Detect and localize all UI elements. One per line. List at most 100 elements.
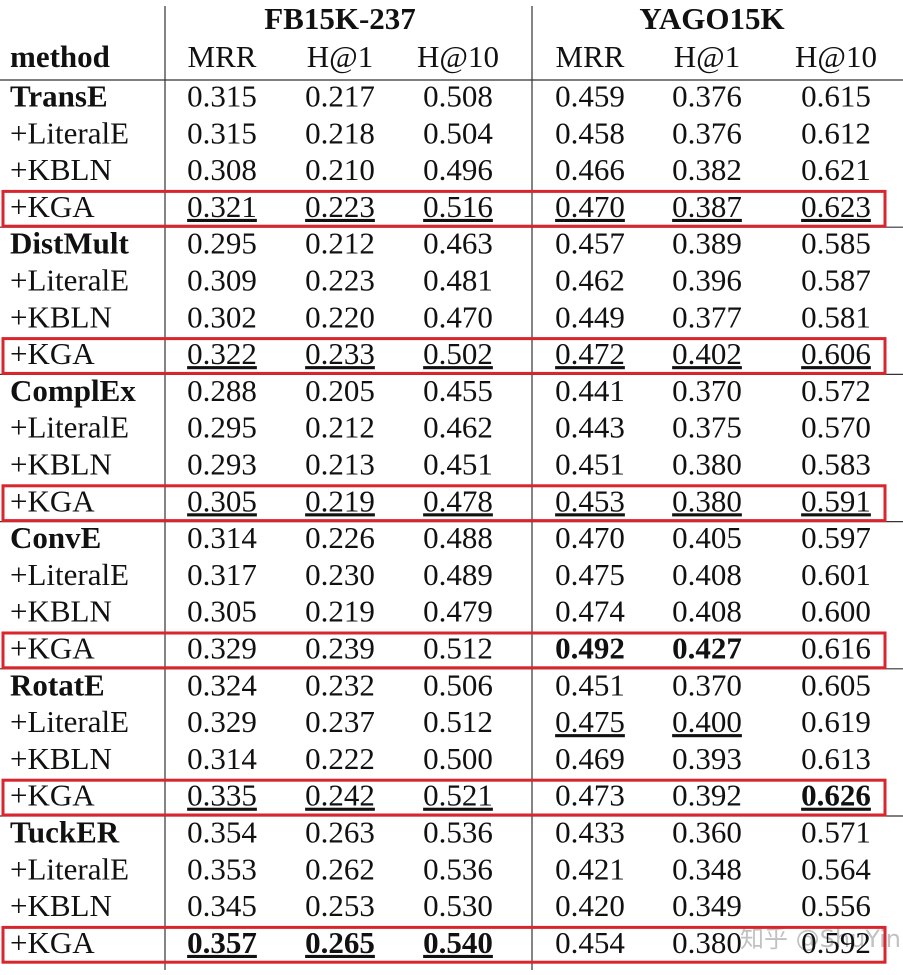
highlight-box <box>1 631 887 670</box>
column-header: H@1 <box>307 39 373 74</box>
value-cell: 0.462 <box>555 263 625 298</box>
value-cell: 0.329 <box>187 631 257 666</box>
value-cell: 0.223 <box>305 263 375 298</box>
value-cell: 0.619 <box>801 704 871 739</box>
value-cell: 0.370 <box>672 667 742 702</box>
method-cell: +KGA <box>10 189 95 224</box>
value-cell: 0.324 <box>187 667 257 702</box>
value-cell: 0.564 <box>801 851 871 886</box>
group-header: YAGO15K <box>639 1 784 36</box>
value-cell: 0.451 <box>423 447 493 482</box>
value-cell: 0.223 <box>305 189 375 224</box>
value-cell: 0.451 <box>555 667 625 702</box>
value-cell: 0.242 <box>305 778 375 813</box>
highlight-box <box>1 189 887 228</box>
value-cell: 0.376 <box>672 115 742 150</box>
value-cell: 0.295 <box>187 226 257 261</box>
value-cell: 0.488 <box>423 520 493 555</box>
value-cell: 0.402 <box>672 336 742 371</box>
value-cell: 0.516 <box>423 189 493 224</box>
value-cell: 0.466 <box>555 152 625 187</box>
value-cell: 0.506 <box>423 667 493 702</box>
value-cell: 0.597 <box>801 520 871 555</box>
value-cell: 0.470 <box>555 520 625 555</box>
value-cell: 0.504 <box>423 115 493 150</box>
value-cell: 0.314 <box>187 520 257 555</box>
column-header: MRR <box>556 39 625 74</box>
value-cell: 0.492 <box>555 631 625 666</box>
value-cell: 0.219 <box>305 483 375 518</box>
value-cell: 0.600 <box>801 594 871 629</box>
group-header: FB15K-237 <box>264 1 416 36</box>
method-cell: DistMult <box>10 226 130 261</box>
value-cell: 0.463 <box>423 226 493 261</box>
value-cell: 0.530 <box>423 888 493 923</box>
highlight-box <box>1 925 887 964</box>
column-header: MRR <box>188 39 257 74</box>
method-cell: +KBLN <box>10 888 112 923</box>
value-cell: 0.583 <box>801 447 871 482</box>
value-cell: 0.571 <box>801 815 871 850</box>
method-cell: TransE <box>10 79 108 114</box>
value-cell: 0.212 <box>305 410 375 445</box>
value-cell: 0.220 <box>305 299 375 334</box>
method-cell: +KGA <box>10 336 95 371</box>
value-cell: 0.475 <box>555 704 625 739</box>
value-cell: 0.605 <box>801 667 871 702</box>
value-cell: 0.348 <box>672 851 742 886</box>
method-cell: +LiteralE <box>10 263 129 298</box>
value-cell: 0.308 <box>187 152 257 187</box>
highlight-box <box>1 337 887 375</box>
highlight-box <box>1 484 887 523</box>
value-cell: 0.349 <box>672 888 742 923</box>
value-cell: 0.205 <box>305 373 375 408</box>
method-cell: +KBLN <box>10 152 112 187</box>
value-cell: 0.512 <box>423 631 493 666</box>
value-cell: 0.453 <box>555 483 625 518</box>
column-header: H@10 <box>417 39 499 74</box>
highlight-box <box>1 778 887 817</box>
value-cell: 0.585 <box>801 226 871 261</box>
value-cell: 0.420 <box>555 888 625 923</box>
value-cell: 0.405 <box>672 520 742 555</box>
value-cell: 0.615 <box>801 79 871 114</box>
method-cell: +KGA <box>10 631 95 666</box>
value-cell: 0.392 <box>672 778 742 813</box>
value-cell: 0.353 <box>187 851 257 886</box>
value-cell: 0.443 <box>555 410 625 445</box>
value-cell: 0.454 <box>555 925 625 960</box>
value-cell: 0.212 <box>305 226 375 261</box>
value-cell: 0.500 <box>423 741 493 776</box>
column-header: H@10 <box>795 39 877 74</box>
value-cell: 0.265 <box>305 925 375 960</box>
value-cell: 0.469 <box>555 741 625 776</box>
value-cell: 0.354 <box>187 815 257 850</box>
value-cell: 0.400 <box>672 704 742 739</box>
value-cell: 0.302 <box>187 299 257 334</box>
value-cell: 0.253 <box>305 888 375 923</box>
value-cell: 0.427 <box>672 631 742 666</box>
value-cell: 0.441 <box>555 373 625 408</box>
method-cell: +KGA <box>10 925 95 960</box>
value-cell: 0.226 <box>305 520 375 555</box>
value-cell: 0.322 <box>187 336 257 371</box>
value-cell: 0.455 <box>423 373 493 408</box>
method-cell: +KGA <box>10 483 95 518</box>
value-cell: 0.536 <box>423 815 493 850</box>
value-cell: 0.305 <box>187 483 257 518</box>
method-cell: +LiteralE <box>10 557 129 592</box>
value-cell: 0.213 <box>305 447 375 482</box>
value-cell: 0.621 <box>801 152 871 187</box>
value-cell: 0.237 <box>305 704 375 739</box>
value-cell: 0.479 <box>423 594 493 629</box>
method-cell: ComplEx <box>10 373 136 408</box>
value-cell: 0.601 <box>801 557 871 592</box>
value-cell: 0.457 <box>555 226 625 261</box>
method-cell: +KBLN <box>10 299 112 334</box>
value-cell: 0.623 <box>801 189 871 224</box>
value-cell: 0.233 <box>305 336 375 371</box>
value-cell: 0.521 <box>423 778 493 813</box>
value-cell: 0.230 <box>305 557 375 592</box>
value-cell: 0.616 <box>801 631 871 666</box>
value-cell: 0.396 <box>672 263 742 298</box>
